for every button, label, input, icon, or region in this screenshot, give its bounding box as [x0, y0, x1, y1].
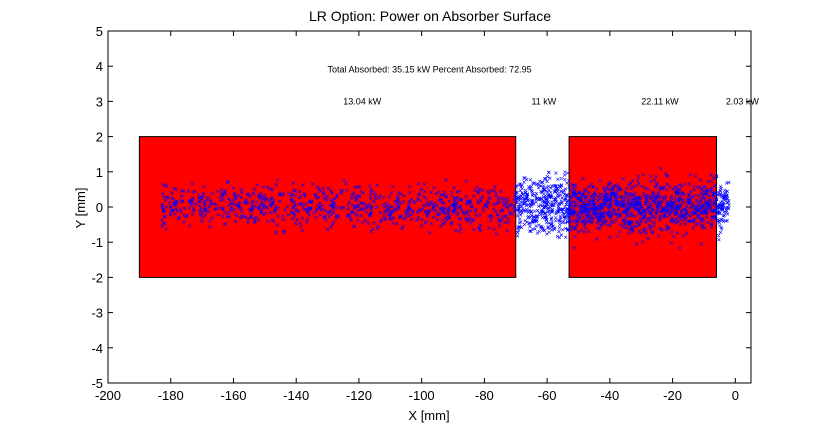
y-tick-label: 1 — [96, 165, 103, 180]
annotation-label: 11 kW — [531, 96, 556, 106]
x-tick-label: -40 — [600, 388, 619, 403]
x-tick-label: -140 — [283, 388, 309, 403]
x-tick-label: -20 — [663, 388, 682, 403]
y-axis-label: Y [mm] — [73, 188, 88, 229]
y-tick-label: -3 — [91, 306, 103, 321]
x-tick-label: -80 — [475, 388, 494, 403]
scatter-series-2 — [514, 170, 571, 240]
y-tick-label: 0 — [96, 200, 103, 215]
x-tick-label: -200 — [95, 388, 121, 403]
annotations: Total Absorbed: 35.15 kW Percent Absorbe… — [328, 65, 760, 107]
x-tick-label: -160 — [220, 388, 246, 403]
chart-title: LR Option: Power on Absorber Surface — [309, 8, 551, 24]
y-tick-label: 2 — [96, 130, 103, 145]
annotation-label: 13.04 kW — [343, 96, 382, 106]
x-tick-label: -180 — [158, 388, 184, 403]
scatter-points — [160, 166, 731, 250]
scatter-series-3 — [567, 166, 731, 250]
y-tick-label: -1 — [91, 235, 103, 250]
y-tick-label: -4 — [91, 341, 103, 356]
y-tick-label: -5 — [91, 376, 103, 391]
x-axis-label: X [mm] — [408, 408, 449, 423]
x-tick-label: -100 — [409, 388, 435, 403]
y-tick-label: 4 — [96, 59, 103, 74]
y-tick-label: 5 — [96, 24, 103, 39]
y-tick-label: -2 — [91, 270, 103, 285]
y-tick-label: 3 — [96, 94, 103, 109]
annotation-label: 2.03 kW — [726, 96, 760, 106]
annotation-label: Total Absorbed: 35.15 kW Percent Absorbe… — [328, 65, 532, 75]
x-tick-label: -60 — [538, 388, 557, 403]
annotation-label: 22.11 kW — [641, 96, 679, 106]
y-axis: -5 -4 -3 -2 -1 0 1 2 3 4 5 — [91, 24, 751, 391]
scatter-series-1 — [160, 178, 518, 236]
x-axis: -200 -180 -160 -140 -120 -100 -80 -60 -40 -20 0 — [95, 31, 739, 403]
x-tick-label: 0 — [732, 388, 739, 403]
x-tick-label: -120 — [346, 388, 372, 403]
